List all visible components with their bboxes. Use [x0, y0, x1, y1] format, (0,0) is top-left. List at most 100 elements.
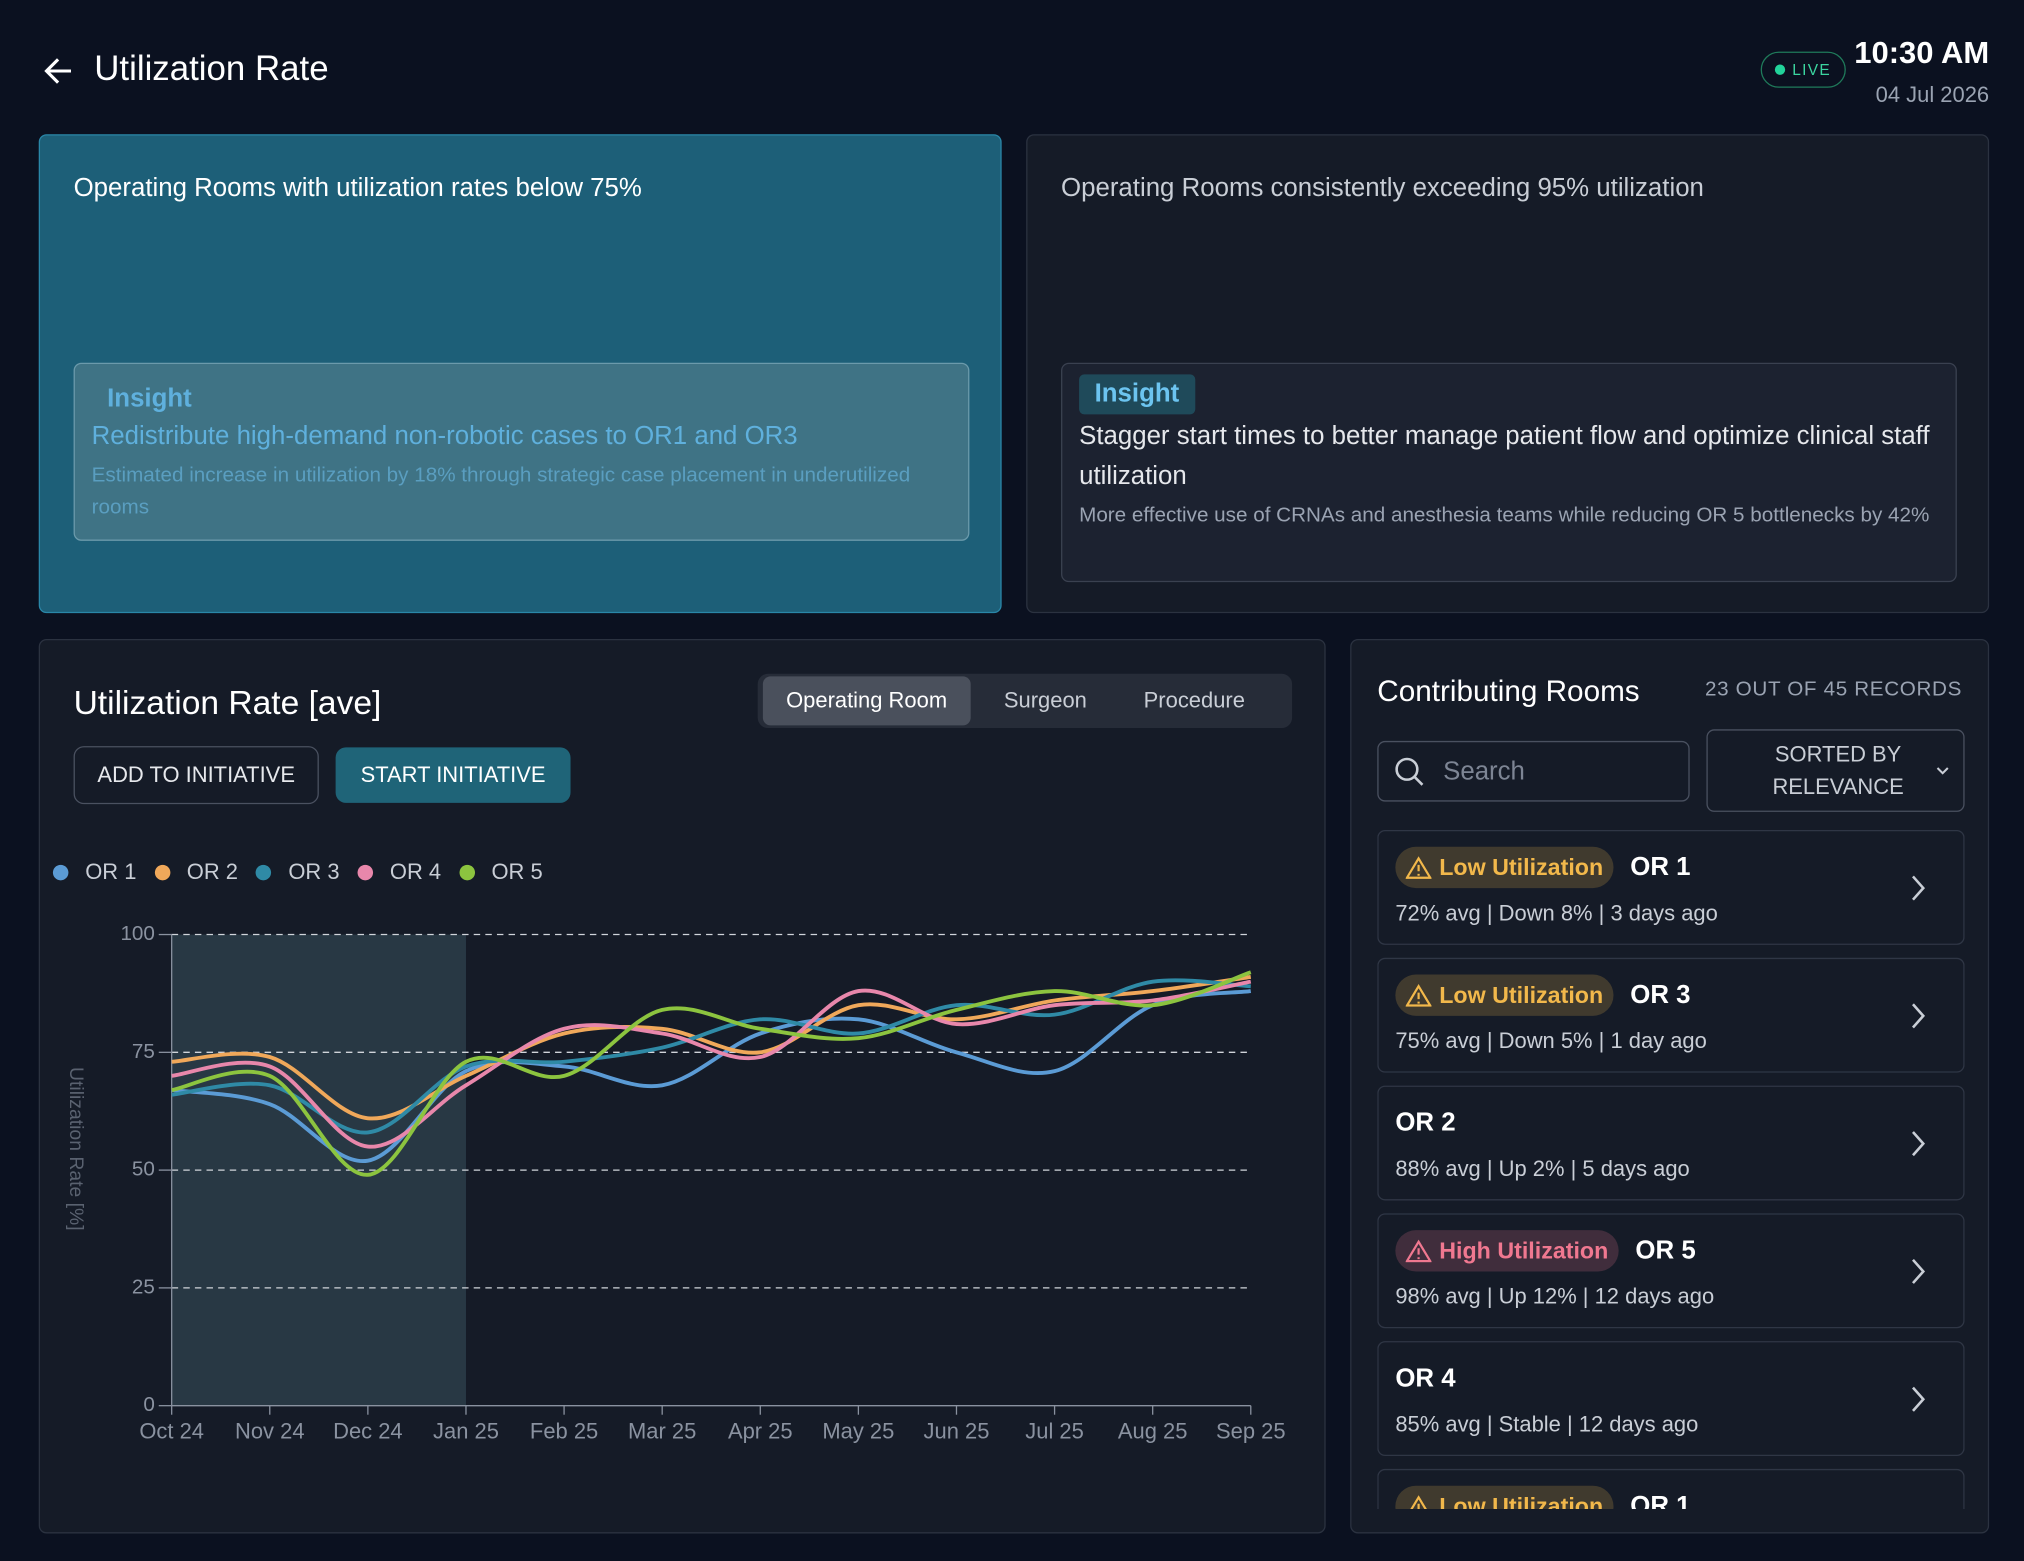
chevron-right — [1912, 1131, 1926, 1157]
room-name: OR 2 — [1395, 1108, 1456, 1137]
page-title: Utilization Rate — [94, 49, 329, 88]
chevron-right — [1912, 1258, 1926, 1284]
card-title: Operating Rooms with utilization rates b… — [73, 174, 642, 203]
legend-label: OR 1 — [85, 859, 137, 885]
insight-detail: Estimated increase in utilization by 18%… — [91, 464, 911, 519]
status-badge: Low Utilization — [1395, 1485, 1614, 1509]
status-badge: Low Utilization — [1395, 846, 1614, 889]
tab[interactable]: Surgeon — [1003, 687, 1087, 713]
start-initiative-button[interactable]: START INITIATIVE — [335, 747, 571, 803]
rooms-list: Low Utilization OR 1 72% avg | Down 8% | 3… — [1377, 829, 1965, 1509]
back-arrow[interactable] — [43, 54, 77, 88]
chevron-shape — [1912, 1258, 1926, 1284]
insight-label: Insight — [107, 384, 192, 414]
badge-text: Low Utilization — [1439, 981, 1604, 1008]
search-placeholder: Search — [1443, 757, 1525, 787]
live-dot — [1775, 64, 1786, 75]
insight-box: Insight Redistribute high-demand non-robo… — [73, 362, 970, 541]
search-icon — [1395, 757, 1424, 786]
legend-item: OR 4 — [357, 859, 442, 886]
tab-group: Operating Room Surgeon Procedure — [757, 673, 1293, 729]
room-name: OR 1 — [1630, 852, 1691, 881]
sort-dropdown[interactable]: SORTED BY RELEVANCE — [1706, 729, 1965, 812]
room-header: Low Utilization OR 1 — [1395, 1485, 1691, 1509]
insight-detail: More effective use of CRNAs and anesthes… — [1079, 504, 1930, 527]
add-to-initiative-button[interactable]: ADD TO INITIATIVE — [73, 746, 319, 805]
warning-shape — [1405, 1239, 1432, 1263]
legend-item: OR 1 — [52, 859, 137, 886]
legend-swatch — [459, 864, 475, 881]
badge-text: Low Utilization — [1439, 1492, 1604, 1509]
room-detail: 98% avg | Up 12% | 12 days ago — [1395, 1284, 1715, 1309]
warning-shape — [1405, 984, 1432, 1007]
legend-label: OR 3 — [288, 859, 340, 885]
rooms-panel: Contributing Rooms 23 OUT OF 45 RECORDS … — [1350, 638, 1990, 1534]
legend-label: OR 2 — [186, 859, 238, 885]
room-card[interactable]: Low Utilization OR 3 75% avg | Down 5% | 1… — [1377, 957, 1965, 1073]
rooms-title: Contributing Rooms — [1377, 673, 1640, 708]
room-card[interactable]: High Utilization OR 5 98% avg | Up 12% | 1… — [1377, 1213, 1965, 1329]
date: 04 Jul 2026 — [1875, 82, 1990, 108]
room-detail: 88% avg | Up 2% | 5 days ago — [1395, 1156, 1690, 1182]
live-badge: LIVE — [1760, 51, 1846, 88]
warning-icon — [1410, 1495, 1427, 1509]
legend-swatch — [52, 864, 69, 881]
chevron-shape — [1912, 875, 1926, 901]
sort-label: SORTED BY RELEVANCE — [1772, 742, 1904, 800]
status-badge: High Utilization — [1395, 1230, 1619, 1272]
card-title: Operating Rooms consistently exceeding 9… — [1061, 174, 1704, 203]
warning-icon — [1405, 1239, 1432, 1263]
chevron-shape — [1912, 1131, 1926, 1157]
tab[interactable]: Operating Room — [762, 676, 971, 726]
badge-text: Low Utilization — [1439, 853, 1604, 880]
chart-title: Utilization Rate [ave] — [73, 682, 382, 722]
warning-icon — [1405, 856, 1432, 879]
chevron-right — [1912, 1003, 1926, 1029]
warning-shape — [1410, 1495, 1427, 1509]
chevron-right — [1912, 875, 1926, 901]
time: 10:30 AM — [1854, 36, 1990, 71]
legend-label: OR 4 — [389, 859, 442, 885]
chevron-right — [1912, 1386, 1926, 1412]
tab[interactable]: Procedure — [1143, 687, 1245, 713]
room-header: OR 4 — [1395, 1358, 1455, 1399]
room-header: Low Utilization OR 3 — [1395, 974, 1691, 1016]
legend: OR 1 OR 2 OR 3 OR 4 OR 5 — [52, 859, 543, 886]
legend-swatch — [256, 864, 272, 881]
insight-headline: Stagger start times to better manage pat… — [1079, 422, 1930, 491]
summary-card: Operating Rooms with utilization rates b… — [38, 134, 1002, 614]
legend-label: OR 5 — [491, 859, 543, 885]
room-name: OR 3 — [1630, 980, 1691, 1009]
room-detail: 75% avg | Down 5% | 1 day ago — [1395, 1028, 1707, 1054]
room-detail: 85% avg | Stable | 12 days ago — [1395, 1412, 1699, 1437]
warning-shape — [1405, 856, 1432, 879]
legend-swatch — [154, 864, 170, 881]
badge-text: High Utilization — [1439, 1237, 1609, 1264]
legend-item: OR 5 — [459, 859, 543, 886]
warning-icon — [1405, 984, 1432, 1007]
legend-item: OR 2 — [154, 859, 238, 886]
room-card[interactable]: OR 2 88% avg | Up 2% | 5 days ago — [1377, 1085, 1965, 1201]
chart-panel: Utilization Rate [ave] Operating Room Sur… — [38, 638, 1326, 1534]
room-name: OR 1 — [1630, 1491, 1691, 1509]
room-header: High Utilization OR 5 — [1395, 1230, 1696, 1272]
room-header: OR 2 — [1395, 1102, 1455, 1143]
insight-headline: Redistribute high-demand non-robotic cas… — [91, 422, 798, 451]
search-box[interactable]: Search — [1377, 740, 1690, 802]
legend-item: OR 3 — [256, 859, 340, 886]
chevron-down — [1936, 767, 1949, 775]
chevron-shape — [1912, 1003, 1926, 1029]
chevron-shape — [1912, 1386, 1926, 1412]
legend-swatch — [357, 864, 374, 881]
room-name: OR 5 — [1635, 1235, 1696, 1265]
insight-box: Insight Stagger start times to better man… — [1061, 362, 1957, 583]
insight-label: Insight — [1079, 374, 1195, 415]
room-card[interactable]: OR 4 85% avg | Stable | 12 days ago — [1377, 1341, 1965, 1457]
records-count: 23 OUT OF 45 RECORDS — [1705, 678, 1963, 701]
status-badge: Low Utilization — [1395, 974, 1614, 1016]
summary-card: Operating Rooms consistently exceeding 9… — [1026, 134, 1990, 614]
